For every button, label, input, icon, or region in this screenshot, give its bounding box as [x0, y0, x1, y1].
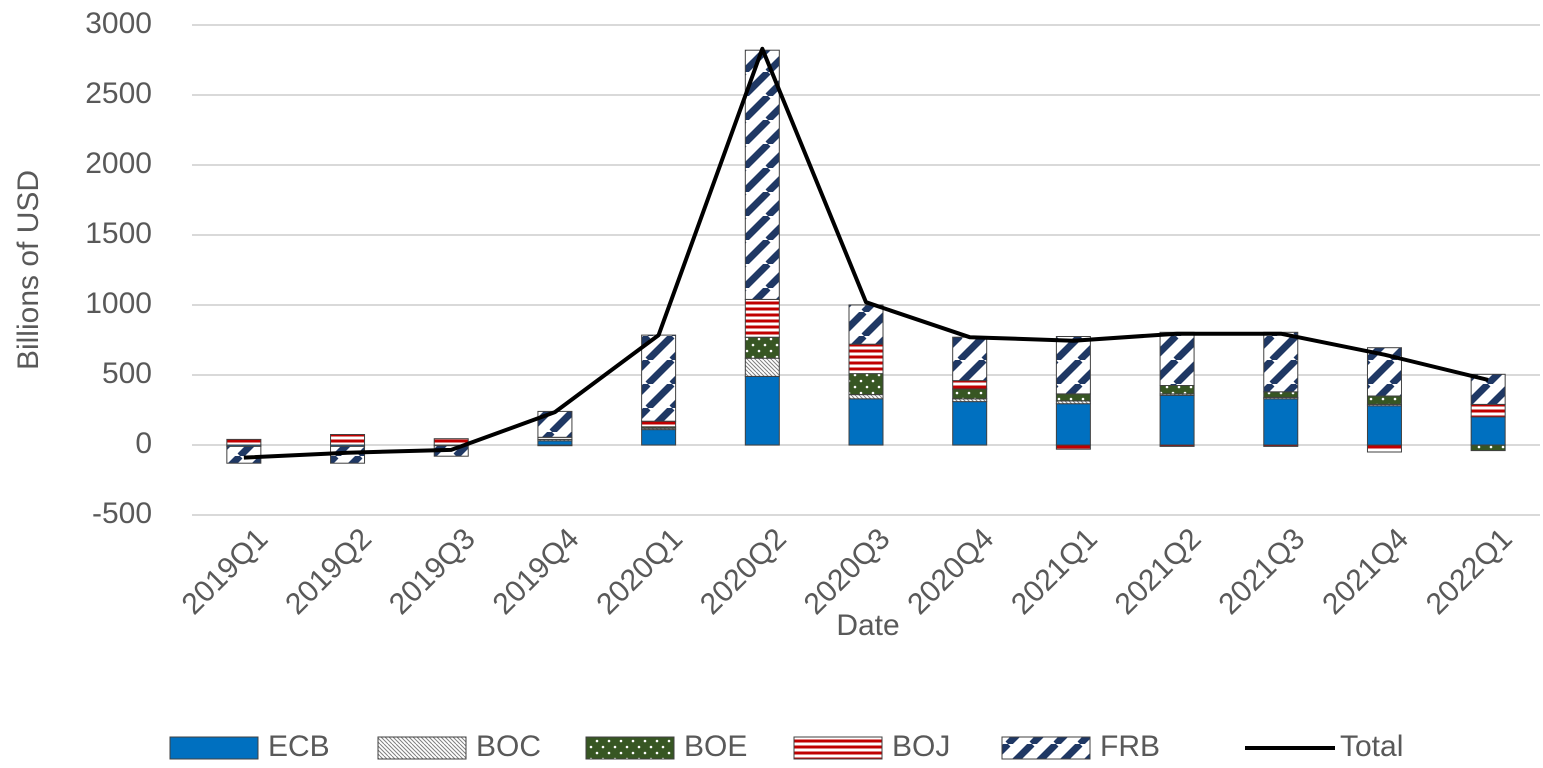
- bar: [1055, 393, 1091, 402]
- bar: [641, 420, 677, 428]
- bar: [641, 334, 677, 422]
- bar: [744, 357, 780, 377]
- bar: [1263, 331, 1299, 393]
- bar: [537, 440, 573, 446]
- bar: [1159, 385, 1195, 395]
- bar: [226, 445, 262, 464]
- x-tick-label: 2019Q3: [383, 522, 482, 621]
- legend-label: Total: [1340, 730, 1403, 763]
- x-tick-label: 2021Q2: [1109, 522, 1208, 621]
- bar: [226, 438, 262, 446]
- bar: [1159, 444, 1195, 447]
- bar: [1470, 416, 1506, 446]
- x-tick-label: 2020Q1: [590, 522, 689, 621]
- x-tick-label: 2021Q1: [1005, 522, 1104, 621]
- bar: [1366, 444, 1402, 453]
- legend-label: FRB: [1100, 730, 1160, 763]
- legend-label: BOJ: [892, 730, 950, 763]
- y-tick-label: 3000: [85, 7, 152, 40]
- x-tick-label: 2020Q2: [694, 522, 793, 621]
- bar: [1055, 403, 1091, 446]
- bar: [1263, 444, 1299, 447]
- bar: [952, 336, 988, 382]
- x-tick-label: 2019Q2: [279, 522, 378, 621]
- bar: [1470, 444, 1506, 452]
- bar: [1159, 394, 1195, 446]
- y-tick-label: 2500: [85, 77, 152, 110]
- bar: [1470, 403, 1506, 418]
- legend-swatch: [169, 736, 259, 760]
- y-tick-label: -500: [92, 497, 152, 530]
- bar: [848, 394, 884, 400]
- x-tick-label: 2019Q4: [487, 522, 586, 621]
- x-tick-label: 2019Q1: [176, 522, 275, 621]
- bar: [848, 398, 884, 446]
- y-axis-label: Billions of USD: [12, 170, 45, 370]
- y-tick-label: 2000: [85, 147, 152, 180]
- x-axis-label: Date: [836, 609, 899, 642]
- legend-label: BOC: [476, 730, 541, 763]
- legend-swatch: [1001, 736, 1091, 760]
- x-tick-label: 2020Q4: [901, 522, 1000, 621]
- x-tick-label: 2021Q3: [1212, 522, 1311, 621]
- bar: [744, 49, 780, 300]
- line-series: [243, 46, 1489, 460]
- bar: [848, 373, 884, 396]
- bar: [952, 388, 988, 400]
- x-tick-label: 2022Q1: [1420, 522, 1519, 621]
- y-tick-label: 500: [102, 357, 152, 390]
- y-tick-label: 0: [135, 427, 152, 460]
- legend-label: BOE: [684, 730, 747, 763]
- y-tick-label: 1000: [85, 287, 152, 320]
- bar: [1159, 331, 1195, 386]
- bar: [1366, 395, 1402, 405]
- bar: [744, 298, 780, 338]
- bar: [330, 434, 366, 446]
- x-tick-label: 2020Q3: [798, 522, 897, 621]
- bar: [1263, 391, 1299, 398]
- bar: [848, 343, 884, 375]
- bar: [1263, 398, 1299, 446]
- bar: [641, 429, 677, 446]
- x-tick-label: 2021Q4: [1316, 522, 1415, 621]
- bar: [1470, 373, 1506, 405]
- y-tick-label: 1500: [85, 217, 152, 250]
- bar: [1055, 444, 1091, 450]
- bar: [848, 304, 884, 345]
- bar: [952, 380, 988, 390]
- bar: [744, 336, 780, 359]
- bar: [1366, 405, 1402, 446]
- legend-swatch: [793, 736, 883, 760]
- legend-label: ECB: [268, 730, 330, 763]
- bar: [744, 375, 780, 446]
- bar: [1055, 336, 1091, 395]
- bar: [537, 444, 573, 447]
- bar: [952, 401, 988, 446]
- legend-swatch: [585, 736, 675, 760]
- legend-swatch: [377, 736, 467, 760]
